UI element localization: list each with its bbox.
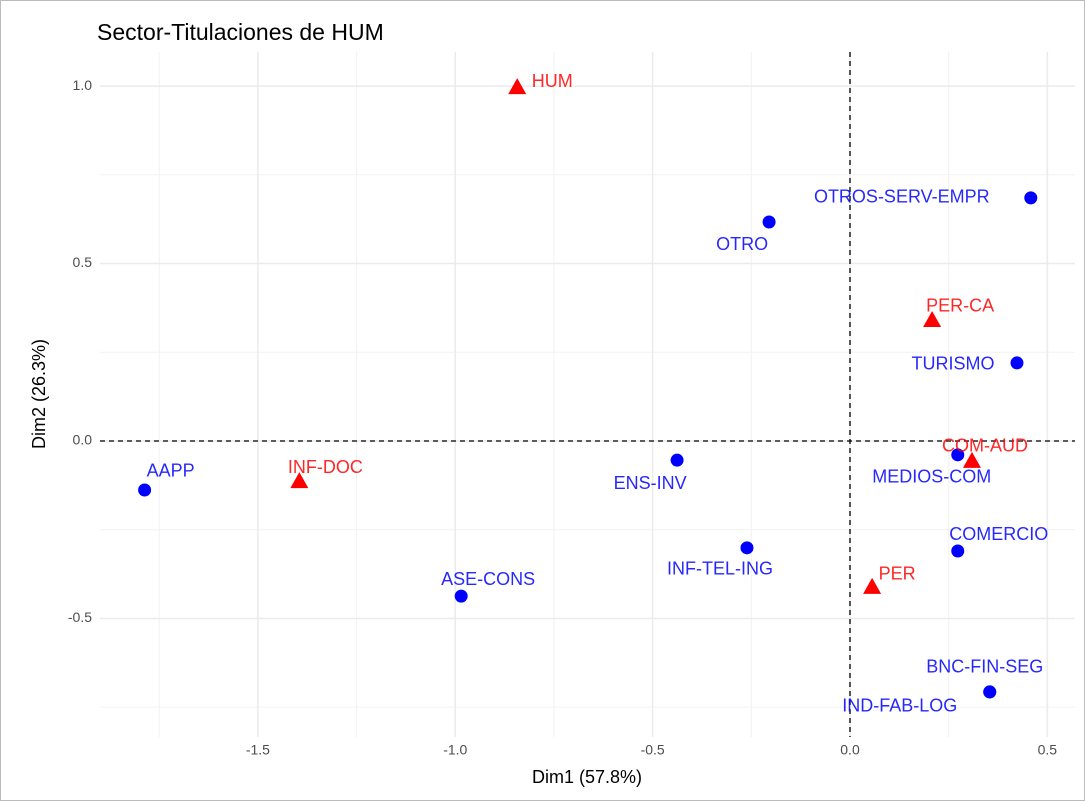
point-label: OTROS-SERV-EMPR (814, 187, 990, 207)
point (923, 310, 942, 327)
x-tick-label: 0.5 (1038, 742, 1058, 758)
y-tick-label: -0.5 (68, 609, 92, 625)
point (762, 215, 776, 229)
x-axis-label: Dim1 (57.8%) (532, 767, 642, 787)
point-label: ENS-INV (614, 473, 687, 493)
point (951, 448, 965, 462)
point-label: OTRO (716, 234, 768, 254)
point-label: MEDIOS-COM (872, 467, 991, 487)
point-label: PER-CA (926, 296, 994, 316)
y-tick-label: 1.0 (73, 77, 93, 93)
point (670, 453, 684, 467)
point (951, 544, 965, 558)
point (1024, 191, 1038, 205)
point (290, 472, 309, 489)
point-label: ASE-CONS (441, 569, 535, 589)
y-tick-label: 0.0 (73, 432, 93, 448)
point-label: TURISMO (911, 354, 994, 374)
y-tick-label: 0.5 (73, 254, 93, 270)
point-label: COM-AUD (942, 436, 1028, 456)
point (1010, 356, 1024, 370)
point-label: INF-DOC (288, 457, 363, 477)
point-label: PER (879, 564, 916, 584)
point-label: COMERCIO (949, 524, 1048, 544)
x-tick-label: -0.5 (641, 742, 665, 758)
point-label: INF-TEL-ING (667, 559, 773, 579)
point-label: AAPP (147, 461, 195, 481)
point (983, 685, 997, 699)
chart-title: Sector-Titulaciones de HUM (97, 19, 384, 45)
x-tick-label: 0.0 (840, 742, 860, 758)
point (740, 541, 754, 555)
y-axis-label: Dim2 (26.3%) (29, 339, 49, 449)
point (863, 577, 882, 594)
x-tick-label: -1.0 (443, 742, 467, 758)
point-label: IND-FAB-LOG (842, 696, 957, 716)
point (138, 483, 152, 497)
x-tick-label: -1.5 (246, 742, 270, 758)
point-label: BNC-FIN-SEG (926, 657, 1043, 677)
point-label: HUM (532, 71, 573, 91)
point (508, 78, 527, 95)
point (454, 589, 468, 603)
point (962, 451, 981, 468)
